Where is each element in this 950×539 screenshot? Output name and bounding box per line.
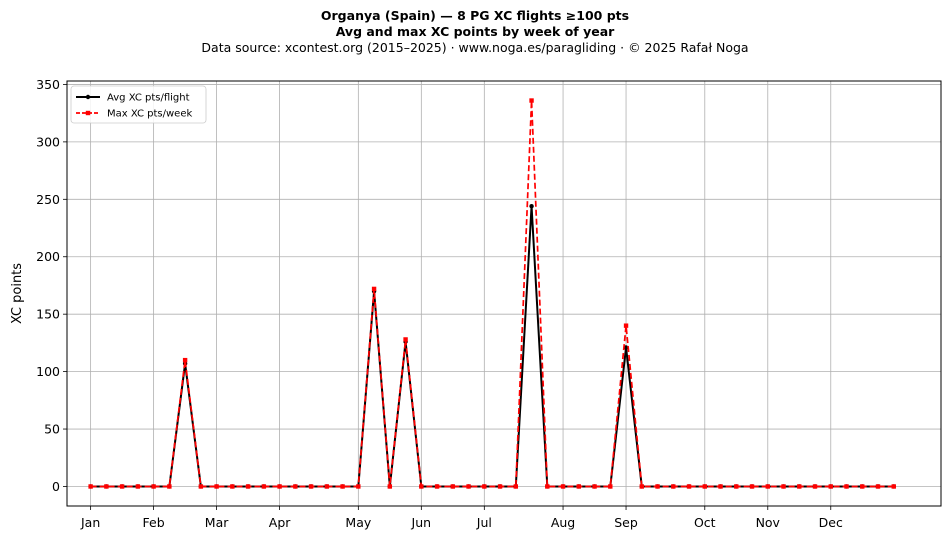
x-tick-label: Feb <box>143 515 165 530</box>
y-axis: 0 50 100 150 200 250 300 350 <box>36 77 67 494</box>
chart-subtitle: Avg and max XC points by week of year <box>335 24 615 39</box>
legend-label: Max XC pts/week <box>107 109 192 120</box>
series-line <box>90 99 894 488</box>
x-tick-label: Apr <box>269 515 291 530</box>
legend-marker <box>85 110 91 116</box>
y-tick-label: 0 <box>52 479 60 494</box>
data-point <box>797 484 802 489</box>
data-point <box>403 337 408 342</box>
data-point <box>466 484 471 489</box>
data-point <box>324 484 330 489</box>
series-max <box>88 98 896 489</box>
series-avg <box>88 204 896 489</box>
data-point <box>529 204 534 209</box>
data-point <box>781 484 786 489</box>
data-point <box>891 484 896 489</box>
data-point <box>623 345 629 350</box>
data-point <box>513 484 519 489</box>
data-point <box>734 484 739 489</box>
data-point <box>277 484 282 489</box>
data-point <box>419 484 424 489</box>
data-point <box>434 484 440 489</box>
data-point <box>198 484 204 489</box>
data-point <box>828 484 833 489</box>
x-tick-label: Nov <box>756 515 781 530</box>
data-point <box>261 484 267 489</box>
data-point <box>639 484 644 489</box>
legend-item: Avg XC pts/flight <box>76 93 190 104</box>
data-point <box>119 484 125 489</box>
legend-label: Avg XC pts/flight <box>107 93 190 104</box>
x-tick-label: Oct <box>694 515 716 530</box>
data-point <box>450 484 456 489</box>
x-tick-label: Jan <box>80 515 100 530</box>
data-point <box>623 323 629 328</box>
data-point <box>592 484 597 489</box>
data-point <box>765 484 770 489</box>
y-tick-label: 300 <box>36 134 60 149</box>
data-point <box>860 484 865 489</box>
data-point <box>88 484 93 489</box>
x-tick-label: Jul <box>476 515 492 530</box>
data-point <box>214 484 219 489</box>
data-point <box>135 484 141 489</box>
x-tick-label: Sep <box>614 515 638 530</box>
series-line <box>90 205 894 488</box>
data-point <box>655 484 660 489</box>
data-point <box>387 484 393 489</box>
y-tick-label: 100 <box>36 364 60 379</box>
grid <box>67 81 941 506</box>
y-tick-label: 200 <box>36 249 60 264</box>
x-tick-label: Mar <box>205 515 229 530</box>
legend-marker <box>85 94 91 100</box>
data-point <box>371 286 377 292</box>
y-tick-label: 350 <box>36 77 60 92</box>
legend-item: Max XC pts/week <box>76 109 192 120</box>
y-axis-label: XC points <box>10 263 25 324</box>
data-point <box>812 484 818 489</box>
data-point <box>671 484 676 489</box>
data-point <box>151 484 156 489</box>
chart-title: Organya (Spain) — 8 PG XC flights ≥100 p… <box>320 8 630 23</box>
data-point <box>875 484 881 489</box>
data-point <box>308 484 314 489</box>
data-point <box>686 484 692 489</box>
data-point <box>702 484 707 489</box>
data-point <box>167 484 172 489</box>
data-point <box>718 484 723 489</box>
data-point <box>844 484 849 489</box>
data-point <box>497 484 503 489</box>
x-tick-label: Jun <box>411 515 432 530</box>
x-tick-label: May <box>345 515 371 530</box>
y-tick-label: 50 <box>44 422 60 437</box>
data-point <box>104 484 109 489</box>
legend: Avg XC pts/flight Max XC pts/week <box>70 85 207 124</box>
x-tick-label: Aug <box>551 515 575 530</box>
legend-box <box>70 85 207 124</box>
plot-frame <box>66 80 942 507</box>
data-point <box>576 484 582 489</box>
data-point <box>545 484 550 489</box>
data-point <box>560 484 566 489</box>
data-point <box>230 484 235 489</box>
title-block: Organya (Spain) — 8 PG XC flights ≥100 p… <box>0 8 950 56</box>
data-point <box>482 484 487 489</box>
y-tick-label: 250 <box>36 192 60 207</box>
data-point <box>529 98 534 103</box>
data-point <box>340 484 345 489</box>
chart-source: Data source: xcontest.org (2015–2025) · … <box>201 40 749 55</box>
x-tick-label: Dec <box>819 515 843 530</box>
data-point <box>608 484 613 489</box>
data-point <box>749 484 755 489</box>
data-point <box>245 484 251 489</box>
data-point <box>356 484 361 489</box>
data-point <box>293 484 298 489</box>
data-point <box>182 357 188 363</box>
y-tick-label: 150 <box>36 307 60 322</box>
x-axis: Jan Feb Mar Apr May Jun Jul Aug Sep Oct Nov Dec <box>80 506 843 530</box>
